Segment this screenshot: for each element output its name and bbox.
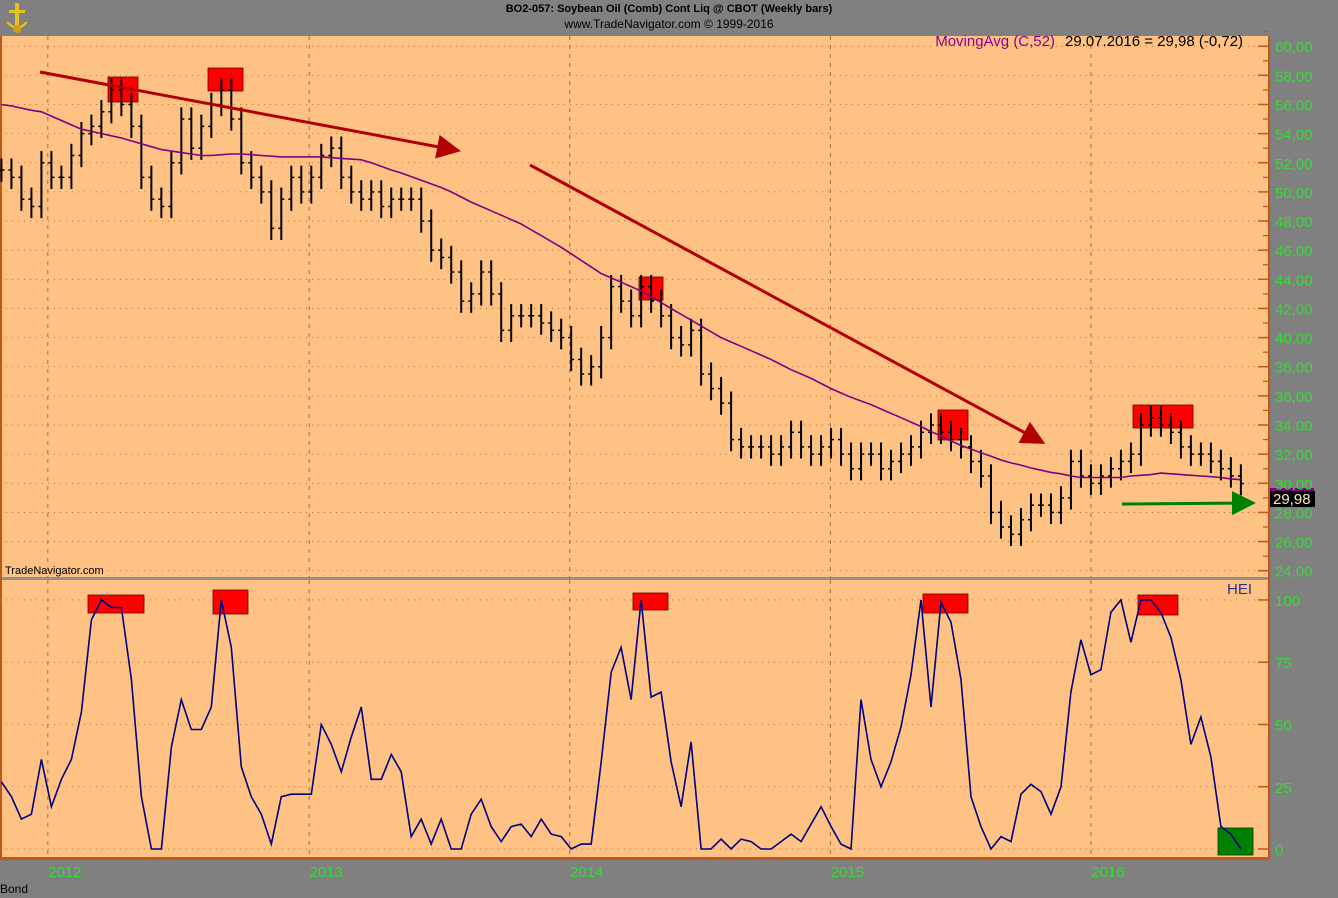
hei-top-marker	[212, 589, 249, 615]
hei-top-marker	[1137, 594, 1179, 616]
hei-tick-label: 100	[1275, 593, 1300, 610]
hei-legend: HEI	[1227, 581, 1252, 598]
top-marker	[937, 409, 969, 441]
price-tick-label: 46,00	[1275, 243, 1313, 260]
last-price-tag	[1270, 491, 1315, 507]
hei-tick-label: 25	[1275, 780, 1292, 797]
price-tick-label: 54,00	[1275, 127, 1313, 144]
year-tick-label: 2014	[570, 864, 603, 881]
year-tick-label: 2016	[1091, 864, 1124, 881]
year-tick-label: 2012	[48, 864, 81, 881]
ma-price-tag	[1270, 488, 1314, 492]
hei-tick-label: 50	[1275, 717, 1292, 734]
price-tick-label: 44,00	[1275, 272, 1313, 289]
moving-average-line	[1, 103, 1241, 481]
price-tick-label: 36,00	[1275, 389, 1313, 406]
hei-top-marker	[632, 592, 669, 611]
downtrend-arrow	[529, 163, 1046, 444]
top-marker	[1132, 404, 1194, 429]
price-tick-label: 38,00	[1275, 360, 1313, 377]
ma-readout: 29.07.2016 = 29,98 (-0,72)	[1065, 33, 1243, 50]
price-tick-label: 30,00	[1275, 476, 1313, 493]
ma-legend: MovingAvg (C,52)	[935, 33, 1055, 50]
year-tick-label: 2013	[309, 864, 342, 881]
indicator-pane[interactable]	[0, 580, 1268, 858]
price-tick-label: 26,00	[1275, 535, 1313, 552]
axis-border	[1268, 36, 1270, 860]
bottom-border	[0, 857, 1270, 860]
hei-tick-label: 0	[1275, 842, 1283, 859]
price-tick-label: 48,00	[1275, 214, 1313, 231]
top-marker	[207, 67, 244, 92]
left-border	[0, 36, 2, 858]
year-tick-label: 2015	[831, 864, 864, 881]
chart-subtitle: www.TradeNavigator.com © 1999-2016	[564, 17, 774, 31]
price-tick-label: 56,00	[1275, 97, 1313, 114]
watermark: TradeNavigator.com	[5, 565, 104, 577]
price-pane[interactable]	[0, 36, 1268, 578]
hei-line	[0, 598, 1242, 851]
trade-navigator-logo	[6, 3, 28, 33]
pane-separator[interactable]	[0, 577, 1268, 580]
price-tick-label: 50,00	[1275, 185, 1313, 202]
price-tick-label: 24,00	[1275, 564, 1313, 581]
sideways-arrow	[1121, 491, 1256, 516]
price-tick-label: 40,00	[1275, 331, 1313, 348]
price-tick-label: 52,00	[1275, 156, 1313, 173]
price-tick-label: 28,00	[1275, 505, 1313, 522]
price-tick-label: 34,00	[1275, 418, 1313, 435]
hei-tick-label: 75	[1275, 655, 1292, 672]
last-price-tag-label: 29,98	[1273, 491, 1311, 508]
price-tick-label: 32,00	[1275, 447, 1313, 464]
price-tick-label: 42,00	[1275, 301, 1313, 318]
price-tick-label: 58,00	[1275, 68, 1313, 85]
chart-title: BO2-057: Soybean Oil (Comb) Cont Liq @ C…	[505, 3, 833, 15]
price-tick-label: 60,00	[1275, 39, 1313, 56]
symbol-group-label: Bond	[0, 882, 29, 896]
downtrend-arrow	[39, 70, 461, 159]
